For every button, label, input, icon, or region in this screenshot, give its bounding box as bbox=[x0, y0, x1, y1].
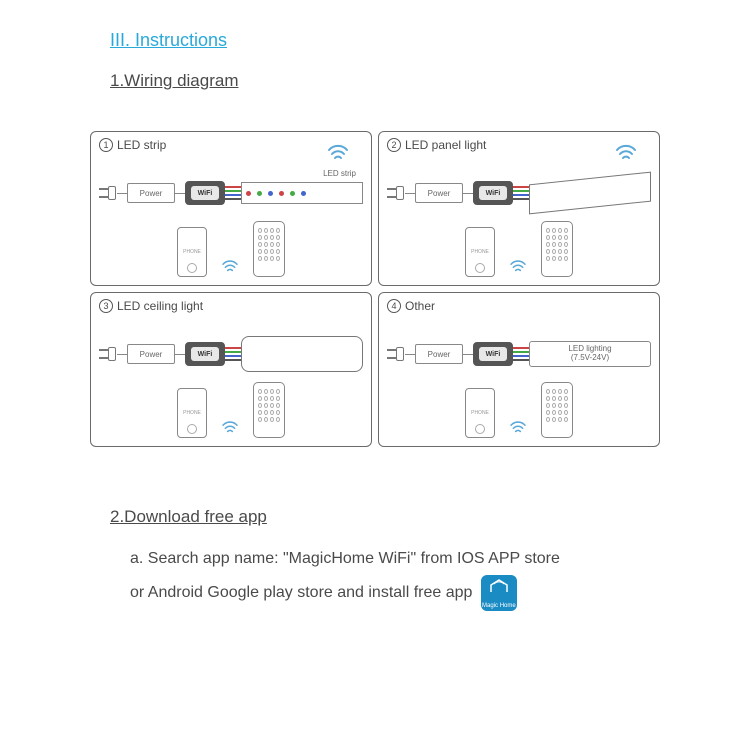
phone-icon: PHONE bbox=[177, 388, 207, 438]
wire bbox=[175, 354, 185, 355]
panel-label: 1 LED strip bbox=[99, 138, 166, 152]
magichome-app-icon: Magic Home bbox=[481, 575, 517, 611]
panel-number: 1 bbox=[99, 138, 113, 152]
wire bbox=[175, 193, 185, 194]
wiring-diagram-grid: 1 LED strip Power WiFi LED strip PHONE bbox=[90, 131, 660, 447]
led-ceiling-device bbox=[241, 336, 363, 372]
power-supply-box: Power bbox=[415, 344, 463, 364]
wifi-icon bbox=[615, 142, 637, 165]
wire bbox=[405, 193, 415, 194]
panel-label: 3 LED ceiling light bbox=[99, 299, 203, 313]
led-strip-label: LED strip bbox=[323, 169, 356, 178]
instruction-line-b-wrapper: or Android Google play store and install… bbox=[130, 575, 690, 611]
wiring-row: Power WiFi LED lighting (7.5V-24V) bbox=[387, 337, 651, 371]
remote-icon bbox=[541, 382, 573, 438]
wiring-row: Power WiFi bbox=[99, 337, 363, 371]
app-icon-text: Magic Home bbox=[482, 603, 516, 609]
wifi-icon bbox=[221, 258, 239, 277]
panel-led-panel-light: 2 LED panel light Power WiFi PHONE bbox=[378, 131, 660, 286]
wifi-controller-box: WiFi bbox=[185, 181, 225, 205]
wifi-controller-box: WiFi bbox=[473, 181, 513, 205]
led-panel-device bbox=[529, 178, 651, 208]
panel-label: 4 Other bbox=[387, 299, 435, 313]
download-instructions: a. Search app name: "MagicHome WiFi" fro… bbox=[130, 543, 690, 611]
wire bbox=[117, 193, 127, 194]
panel-other: 4 Other Power WiFi LED lighting (7.5V-24… bbox=[378, 292, 660, 447]
rgb-wire bbox=[225, 184, 241, 202]
section-download-app: 2.Download free app a. Search app name: … bbox=[110, 507, 690, 611]
panel-number: 2 bbox=[387, 138, 401, 152]
controls-row: PHONE bbox=[379, 382, 659, 438]
controls-row: PHONE bbox=[379, 221, 659, 277]
panel-title: LED strip bbox=[117, 138, 166, 152]
rgb-wire bbox=[513, 184, 529, 202]
wifi-icon bbox=[327, 142, 349, 165]
plug-icon bbox=[99, 346, 117, 362]
wire bbox=[463, 193, 473, 194]
subsection-download-title: 2.Download free app bbox=[110, 507, 690, 527]
panel-number: 3 bbox=[99, 299, 113, 313]
remote-icon bbox=[541, 221, 573, 277]
power-supply-box: Power bbox=[415, 183, 463, 203]
wire bbox=[405, 354, 415, 355]
panel-title: Other bbox=[405, 299, 435, 313]
wire bbox=[463, 354, 473, 355]
rgb-wire bbox=[513, 345, 529, 363]
panel-led-strip: 1 LED strip Power WiFi LED strip PHONE bbox=[90, 131, 372, 286]
plug-icon bbox=[387, 185, 405, 201]
power-supply-box: Power bbox=[127, 344, 175, 364]
panel-title: LED ceiling light bbox=[117, 299, 203, 313]
panel-label: 2 LED panel light bbox=[387, 138, 486, 152]
wifi-icon bbox=[221, 419, 239, 438]
controls-row: PHONE bbox=[91, 382, 371, 438]
phone-icon: PHONE bbox=[465, 227, 495, 277]
remote-icon bbox=[253, 382, 285, 438]
wire bbox=[117, 354, 127, 355]
wifi-controller-box: WiFi bbox=[473, 342, 513, 366]
wifi-icon bbox=[509, 258, 527, 277]
instruction-line-b: or Android Google play store and install… bbox=[130, 584, 472, 601]
plug-icon bbox=[387, 346, 405, 362]
section-title: III. Instructions bbox=[110, 30, 730, 51]
led-strip-device: LED strip bbox=[241, 182, 363, 204]
wifi-icon bbox=[509, 419, 527, 438]
remote-icon bbox=[253, 221, 285, 277]
wifi-controller-box: WiFi bbox=[185, 342, 225, 366]
phone-icon: PHONE bbox=[177, 227, 207, 277]
plug-icon bbox=[99, 185, 117, 201]
phone-icon: PHONE bbox=[465, 388, 495, 438]
panel-title: LED panel light bbox=[405, 138, 486, 152]
rgb-wire bbox=[225, 345, 241, 363]
panel-number: 4 bbox=[387, 299, 401, 313]
device-text-line2: (7.5V-24V) bbox=[568, 354, 611, 363]
subsection-wiring-title: 1.Wiring diagram bbox=[110, 71, 730, 91]
wiring-row: Power WiFi LED strip bbox=[99, 176, 363, 210]
led-other-device: LED lighting (7.5V-24V) bbox=[529, 341, 651, 367]
controls-row: PHONE bbox=[91, 221, 371, 277]
panel-led-ceiling-light: 3 LED ceiling light Power WiFi PHONE bbox=[90, 292, 372, 447]
power-supply-box: Power bbox=[127, 183, 175, 203]
instruction-line-a: a. Search app name: "MagicHome WiFi" fro… bbox=[130, 543, 690, 575]
wiring-row: Power WiFi bbox=[387, 176, 651, 210]
